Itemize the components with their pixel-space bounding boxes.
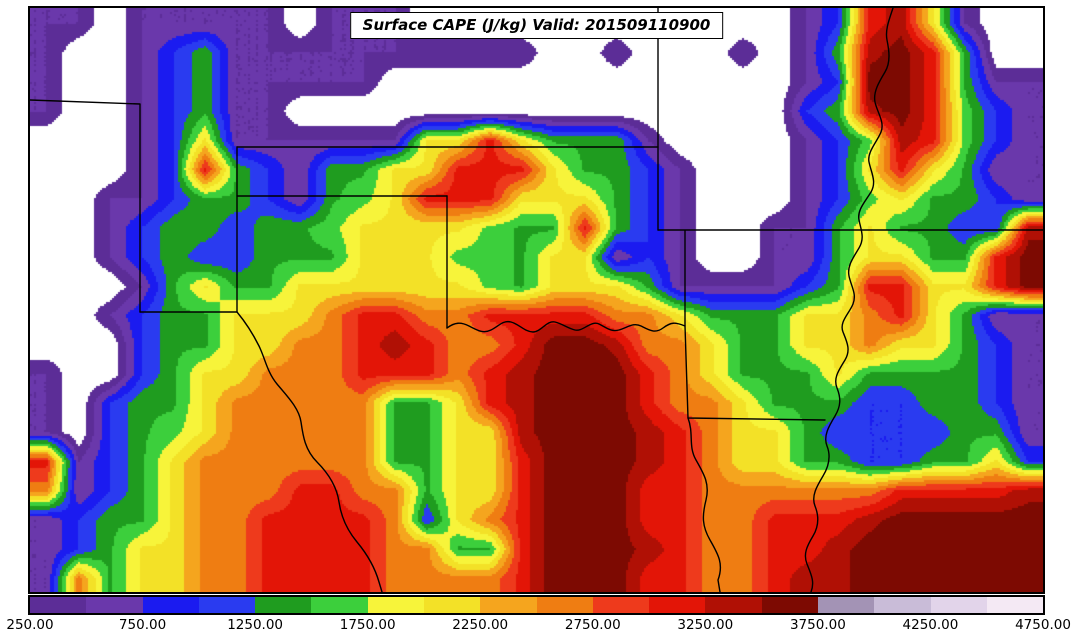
colorbar-segment xyxy=(423,597,481,613)
colorbar-tick-label: 4750.00 xyxy=(1015,617,1071,633)
colorbar-tick-label: 750.00 xyxy=(118,617,167,633)
colorbar-tick-label: 4250.00 xyxy=(902,617,959,633)
colorbar-tick-label: 2250.00 xyxy=(452,617,509,633)
colorbar-segment xyxy=(142,597,199,613)
colorbar-segment xyxy=(198,597,256,613)
colorbar-segment xyxy=(761,597,818,613)
colorbar-segment xyxy=(255,597,312,613)
colorbar-tick-label: 3250.00 xyxy=(677,617,734,633)
cape-field-canvas xyxy=(30,8,1043,592)
colorbar-segment xyxy=(30,597,87,613)
colorbar-tick-labels: 250.00 750.00 1250.00 1750.00 2250.00 2750.00… xyxy=(6,617,1071,633)
colorbar-segment xyxy=(592,597,650,613)
colorbar xyxy=(28,595,1045,615)
colorbar-segment xyxy=(367,597,424,613)
colorbar-segment xyxy=(536,597,593,613)
colorbar-tick-label: 1750.00 xyxy=(339,617,396,633)
colorbar-segment xyxy=(649,597,706,613)
colorbar-segment xyxy=(311,597,368,613)
colorbar-segment xyxy=(817,597,875,613)
colorbar-segment xyxy=(874,597,931,613)
colorbar-segment xyxy=(86,597,143,613)
colorbar-tick-label: 3750.00 xyxy=(789,617,846,633)
colorbar-tick-label: 250.00 xyxy=(6,617,54,633)
colorbar-tick-label: 1250.00 xyxy=(227,617,284,633)
colorbar-segment xyxy=(705,597,762,613)
map-title: Surface CAPE (J/kg) Valid: 201509110900 xyxy=(349,12,724,39)
colorbar-tick-label: 2750.00 xyxy=(564,617,621,633)
colorbar-segment xyxy=(986,597,1044,613)
colorbar-segment xyxy=(480,597,537,613)
colorbar-segment xyxy=(930,597,987,613)
map-area: Surface CAPE (J/kg) Valid: 201509110900 xyxy=(28,6,1045,594)
